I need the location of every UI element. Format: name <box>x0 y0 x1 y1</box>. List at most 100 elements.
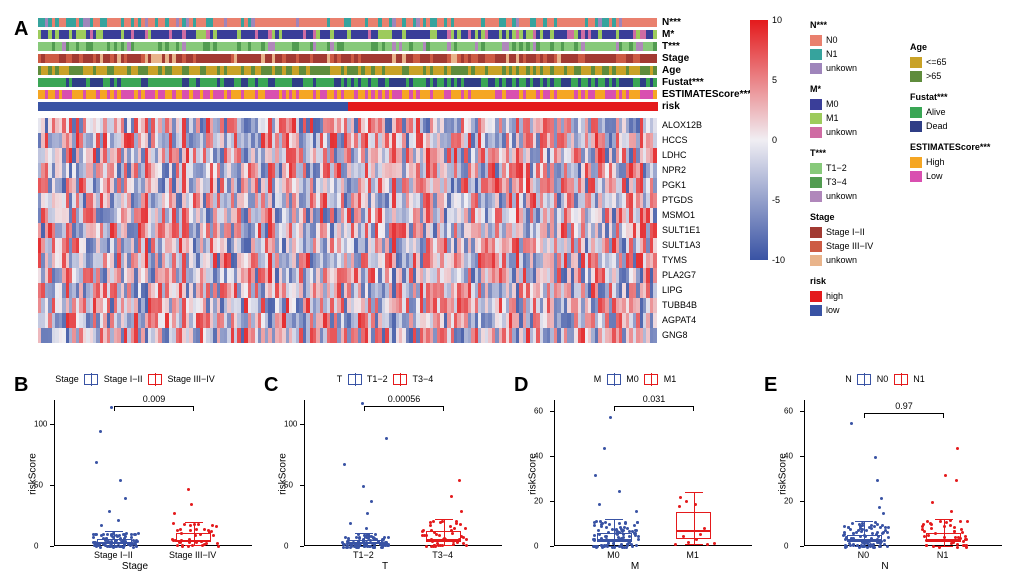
y-tick-mark <box>50 546 54 547</box>
jitter-point <box>465 538 468 541</box>
legend-item: M1 <box>810 111 857 125</box>
outlier-point <box>95 461 98 464</box>
x-tick: Stage I−II <box>94 550 133 560</box>
panel-E: EN N0 N10.97riskScoreN0204060N0N1 <box>760 374 1010 574</box>
jitter-point <box>631 545 634 548</box>
legend-label: >65 <box>926 71 941 81</box>
y-tick-mark <box>300 546 304 547</box>
outlier-point <box>955 479 958 482</box>
jitter-point <box>886 531 889 534</box>
jitter-point <box>949 519 952 522</box>
y-tick-mark <box>800 501 804 502</box>
track-label-ESTIMATE: ESTIMATEScore*** <box>662 89 751 100</box>
jitter-point <box>347 537 350 540</box>
heatmap-row <box>38 253 658 268</box>
jitter-point <box>606 545 609 548</box>
jitter-point <box>179 541 182 544</box>
track-label-N: N*** <box>662 17 681 28</box>
jitter-point <box>183 523 186 526</box>
panel-a: A N***M*T***StageAgeFustat***ESTIMATESco… <box>10 10 1010 370</box>
jitter-point <box>431 540 434 543</box>
jitter-point <box>199 533 202 536</box>
swatch <box>810 127 822 138</box>
outlier-point <box>880 497 883 500</box>
jitter-point <box>961 531 964 534</box>
y-tick: 0 <box>34 542 38 551</box>
jitter-point <box>363 545 366 548</box>
jitter-point <box>439 544 442 547</box>
legend-label: unkown <box>826 255 857 265</box>
swatch <box>910 171 922 182</box>
outlier-point <box>594 474 597 477</box>
jitter-point <box>176 544 179 547</box>
gene-label: PGK1 <box>662 180 686 190</box>
heatmap-row <box>38 163 658 178</box>
swatch <box>810 291 822 302</box>
jitter-point <box>193 523 196 526</box>
jitter-point <box>962 540 965 543</box>
outlier-point <box>370 500 373 503</box>
jitter-point <box>943 536 946 539</box>
jitter-point <box>930 527 933 530</box>
jitter-point <box>623 546 626 549</box>
heatmap-row <box>38 283 658 298</box>
legend-label: high <box>826 291 843 301</box>
jitter-point <box>462 542 465 545</box>
jitter-point <box>881 532 884 535</box>
jitter-point <box>618 522 621 525</box>
jitter-point <box>953 526 956 529</box>
gene-label: LDHC <box>662 150 687 160</box>
outlier-point <box>173 512 176 515</box>
pval-text: 0.97 <box>895 401 913 411</box>
swatch <box>910 57 922 68</box>
legend-label: M1 <box>826 113 839 123</box>
colorbar-tick: 5 <box>772 75 777 85</box>
jitter-point <box>943 525 946 528</box>
swatch <box>810 255 822 266</box>
pval-text: 0.009 <box>143 394 166 404</box>
gene-label: PLA2G7 <box>662 270 696 280</box>
jitter-point <box>602 545 605 548</box>
jitter-point <box>624 522 627 525</box>
legend-label: unkown <box>826 127 857 137</box>
jitter-point <box>628 535 631 538</box>
jitter-point <box>172 522 175 525</box>
jitter-point <box>851 522 854 525</box>
jitter-point <box>887 536 890 539</box>
jitter-point <box>636 521 639 524</box>
legend-item: T3−4 <box>810 175 857 189</box>
jitter-point <box>611 528 614 531</box>
track-Fustat <box>38 78 658 87</box>
jitter-point <box>842 534 845 537</box>
panel-B: BStage Stage I−II Stage III−IV0.009riskS… <box>10 374 260 574</box>
swatch <box>810 241 822 252</box>
legend-title: Stage <box>810 210 873 224</box>
jitter-point <box>884 529 887 532</box>
jitter-point <box>132 546 135 549</box>
outlier-point <box>124 497 127 500</box>
plot-area: 0.031 <box>554 400 752 546</box>
jitter-point <box>674 543 677 546</box>
swatch <box>810 191 822 202</box>
jitter-point <box>949 524 952 527</box>
legend-Age: Age<=65>65 <box>910 40 947 83</box>
track-label-Stage: Stage <box>662 53 689 64</box>
gene-label: AGPAT4 <box>662 315 696 325</box>
jitter-point <box>210 530 213 533</box>
outlier-point <box>190 503 193 506</box>
jitter-point <box>682 535 685 538</box>
jitter-point <box>195 528 198 531</box>
heatmap-row <box>38 148 658 163</box>
x-axis-label: T <box>260 561 510 572</box>
jitter-point <box>387 536 390 539</box>
legend-label: Alive <box>926 107 946 117</box>
outlier-point <box>117 519 120 522</box>
jitter-point <box>137 532 140 535</box>
swatch <box>910 107 922 118</box>
y-tick-mark <box>800 411 804 412</box>
jitter-point <box>597 529 600 532</box>
median <box>926 539 962 541</box>
outlier-point <box>100 524 103 527</box>
legend-ESTIMATEScore: ESTIMATEScore***HighLow <box>910 140 990 183</box>
jitter-point <box>464 527 467 530</box>
